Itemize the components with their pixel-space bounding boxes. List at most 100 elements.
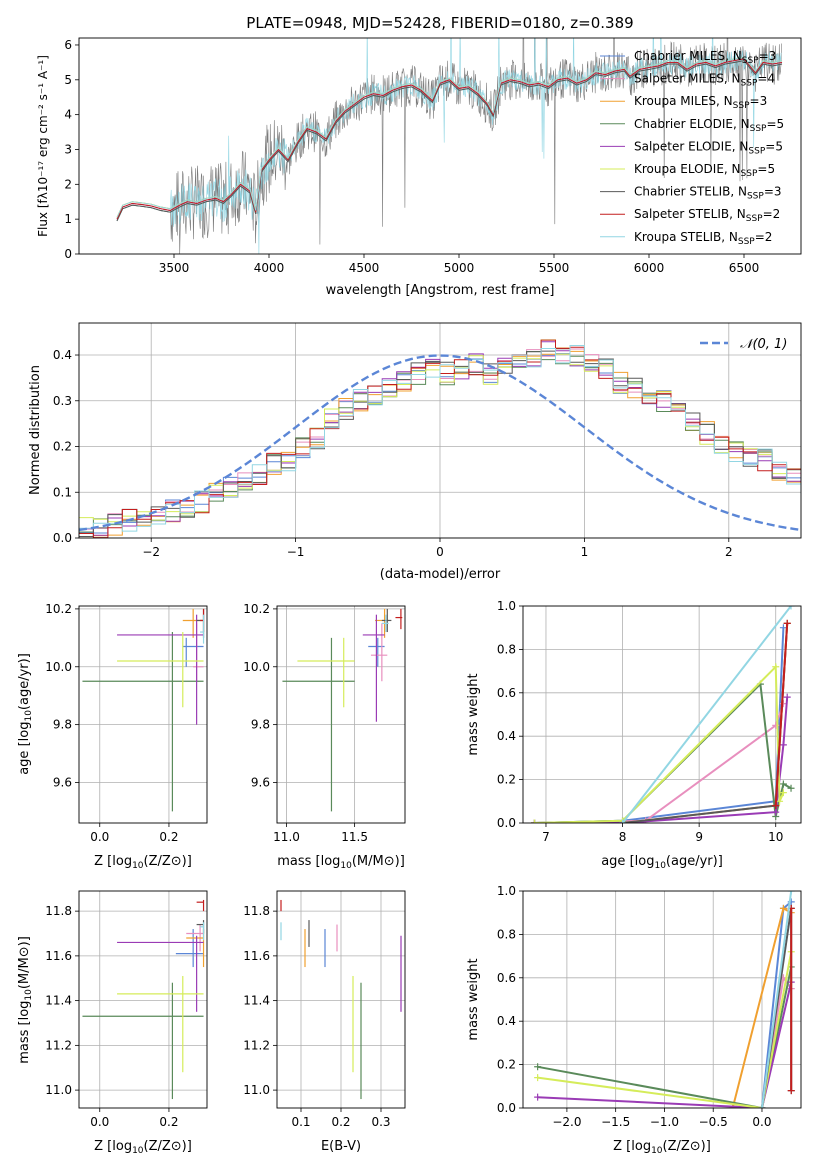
legend-label-main: Kroupa MILES, N <box>634 94 733 108</box>
y-axis-label-main: age [log <box>17 722 32 775</box>
weight-point <box>758 1104 766 1108</box>
y-tick-label: 0.6 <box>497 686 516 700</box>
x-tick-label: 10 <box>768 830 783 844</box>
y-tick-label: 10.2 <box>45 602 72 616</box>
axes-frame <box>522 890 802 1109</box>
y-tick-label: 0 <box>64 247 72 261</box>
x-tick-label: −1.5 <box>601 1115 630 1129</box>
weight-line <box>622 623 789 823</box>
weight-point <box>787 1087 795 1095</box>
legend-label: Salpeter STELIB, NSSP=2 <box>634 207 780 224</box>
y-axis-label: Flux [fλ10⁻¹⁷ erg cm⁻² s⁻¹ A⁻¹] <box>36 55 50 237</box>
histogram-step <box>79 345 801 532</box>
legend-label-main: Salpeter STELIB, N <box>634 207 746 221</box>
x-axis-label-tail: (Z/Z⊙)] <box>144 1139 192 1154</box>
plot-area <box>79 323 801 538</box>
legend-label: Salpeter MILES, NSSP=4 <box>634 72 775 89</box>
legend-label-tail: =3 <box>759 49 777 63</box>
legend-label-sub: SSP <box>738 237 755 247</box>
legend-label-sub: SSP <box>750 124 767 134</box>
weight-point <box>772 663 780 671</box>
weight-line <box>774 623 789 806</box>
weight-line <box>537 966 793 1108</box>
legend-label-sub: SSP <box>741 169 758 179</box>
legend-label-sub: SSP <box>747 192 764 202</box>
weight-line <box>534 681 792 823</box>
panel-residuals: −2 −1 0 1 2 0.0 0.1 0.2 0.3 0.4 (data-model)/error… <box>28 322 802 582</box>
y-axis-label: mass weight <box>466 958 481 1040</box>
y-tick-label: 11.0 <box>243 1083 270 1097</box>
axes-frame <box>78 37 802 255</box>
x-axis-label-sub: 10 <box>654 861 666 871</box>
figure-title: PLATE=0948, MJD=52428, FIBERID=0180, z=0… <box>246 14 633 32</box>
legend-label-main: Salpeter ELODIE, N <box>634 139 748 153</box>
x-tick-label: 5500 <box>539 261 570 275</box>
x-axis-label-main: Z [log <box>94 854 132 869</box>
weight-point <box>534 1063 542 1071</box>
legend-label-sub: SSP <box>748 146 765 156</box>
y-tick-label: 1.0 <box>497 884 516 898</box>
plot-area <box>79 891 207 1108</box>
legend-label-main: Salpeter MILES, N <box>634 72 741 86</box>
y-tick-label: 11.4 <box>243 994 270 1008</box>
x-tick-label: −1 <box>287 545 305 559</box>
plot-area <box>523 891 801 1108</box>
legend-label-main: Kroupa STELIB, N <box>634 230 738 244</box>
y-tick-label: 0.2 <box>497 1058 516 1072</box>
weight-point <box>772 808 780 816</box>
plot-area <box>277 891 405 1108</box>
axes-frame <box>78 322 802 539</box>
legend-label-tail: =3 <box>750 94 768 108</box>
plot-area <box>277 606 405 823</box>
plot-area <box>79 606 207 823</box>
histogram-step <box>79 348 801 538</box>
weight-point <box>779 741 787 749</box>
weight-point <box>787 784 795 792</box>
gaussian-curve <box>79 354 801 532</box>
panel-spectrum: 3500 4000 4500 5000 5500 6000 6500 0 1 2 3 4 5 6 wavel… <box>36 37 802 298</box>
legend-label: Kroupa MILES, NSSP=3 <box>634 94 767 111</box>
y-tick-label: 9.8 <box>251 718 270 732</box>
panel-mass-vs-Z: 0.0 0.211.011.211.411.611.8Z [log10(Z/Z⊙)… <box>17 890 208 1156</box>
legend-label-tail: =5 <box>765 139 783 153</box>
x-tick-label: 0.2 <box>159 1115 178 1129</box>
x-tick-label: 1 <box>581 545 589 559</box>
x-tick-label: 0 <box>436 545 444 559</box>
x-tick-label: 8 <box>619 830 627 844</box>
x-tick-label: 0.0 <box>90 830 109 844</box>
legend-label: Chabrier MILES, NSSP=3 <box>634 49 776 66</box>
x-axis-label-main: Z [log <box>94 1139 132 1154</box>
weight-point <box>530 819 538 823</box>
y-tick-label: 10.0 <box>45 660 72 674</box>
x-tick-label: 11.5 <box>341 830 368 844</box>
legend-label-main: Chabrier STELIB, N <box>634 185 747 199</box>
x-axis-label-sub: 10 <box>132 861 144 871</box>
x-tick-label: 0.3 <box>371 1115 390 1129</box>
y-tick-label: 0.4 <box>497 729 516 743</box>
x-tick-label: 0.2 <box>159 830 178 844</box>
weight-point <box>783 619 791 627</box>
y-axis-label: age [log10(age/yr)] <box>17 653 34 775</box>
x-axis-label: mass [log10(M/M⊙)] <box>277 854 405 871</box>
y-axis-label-main: mass [log <box>17 1001 32 1064</box>
weight-point <box>534 1074 542 1082</box>
legend-label-tail: =5 <box>766 117 784 131</box>
y-tick-label: 0.0 <box>53 531 72 545</box>
weight-point <box>787 606 795 610</box>
y-axis-label-tail: (age/yr)] <box>17 653 32 710</box>
y-tick-label: 0.2 <box>53 440 72 454</box>
x-axis-label-main: age [log <box>601 854 654 869</box>
legend-label: Chabrier ELODIE, NSSP=5 <box>634 117 784 134</box>
x-axis-label-tail: (Z/Z⊙)] <box>663 1139 711 1154</box>
x-tick-label: 4500 <box>349 261 380 275</box>
y-axis-label-sub: 10 <box>24 989 34 1001</box>
x-tick-label: 3500 <box>159 261 190 275</box>
weight-line <box>621 606 792 823</box>
spectrum-model-line <box>116 58 783 220</box>
spectrum-data-trace <box>116 38 782 254</box>
spectrum-data-trace <box>116 38 782 254</box>
legend-label: Salpeter ELODIE, NSSP=5 <box>634 139 783 156</box>
spectrum-model-line <box>116 60 783 222</box>
